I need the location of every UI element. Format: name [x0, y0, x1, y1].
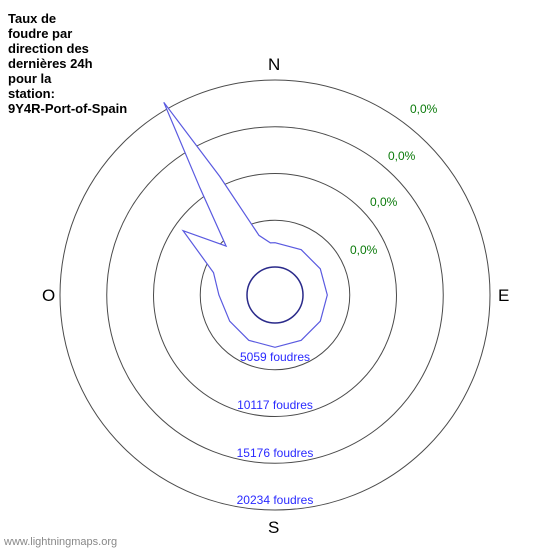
foudre-ring-label: 10117 foudres [215, 398, 335, 412]
cardinal-n: N [268, 55, 280, 75]
pct-ring-label: 0,0% [350, 243, 377, 257]
attribution-footer: www.lightningmaps.org [4, 536, 117, 548]
foudre-ring-label: 20234 foudres [215, 493, 335, 507]
chart-title: Taux de foudre par direction des dernièr… [8, 12, 127, 117]
foudre-ring-label: 15176 foudres [215, 446, 335, 460]
cardinal-s: S [268, 518, 279, 538]
foudre-ring-label: 5059 foudres [215, 350, 335, 364]
pct-ring-label: 0,0% [388, 149, 415, 163]
inner-circle [247, 267, 303, 323]
polar-chart-container: { "layout": { "width": 550, "height": 55… [0, 0, 550, 550]
cardinal-e: E [498, 286, 509, 306]
cardinal-o: O [42, 286, 55, 306]
lightning-direction-shape [164, 102, 327, 347]
pct-ring-label: 0,0% [370, 195, 397, 209]
pct-ring-label: 0,0% [410, 102, 437, 116]
